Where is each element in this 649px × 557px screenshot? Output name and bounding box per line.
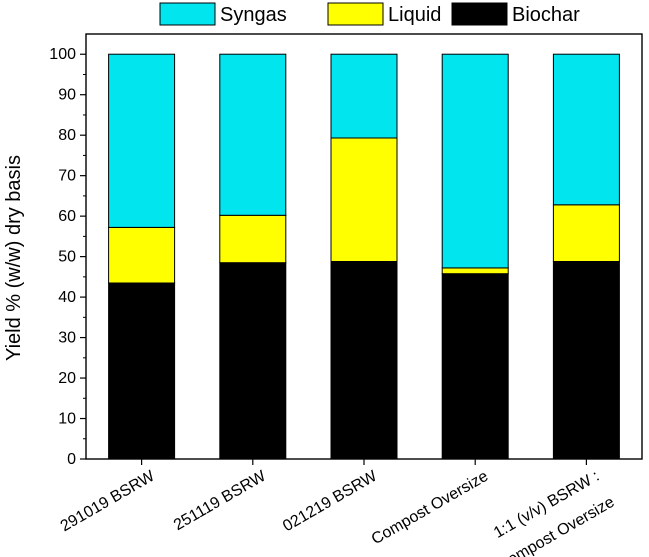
y-tick-label: 90 (58, 87, 76, 104)
x-tick-label: Compost Oversize (369, 468, 492, 549)
x-tick-label: 1:1 (v/v) BSRW :Compost Oversize (480, 468, 618, 557)
plot-area: 291019 BSRW 251119 BSRW 021219 BSRWCompost… (49, 33, 643, 557)
y-tick-label: 60 (58, 208, 76, 225)
y-tick-label: 80 (58, 127, 76, 144)
y-tick-label: 50 (58, 249, 76, 266)
bar-liquid-4 (441, 267, 509, 275)
y-tick-label: 70 (58, 168, 76, 185)
bar-biochar-4 (441, 273, 509, 460)
bar-liquid-5 (552, 204, 620, 263)
y-tick-label: 30 (58, 330, 76, 347)
bar-liquid-1 (108, 227, 176, 284)
legend-label-biochar: Biochar (512, 4, 580, 26)
bar-biochar-2 (219, 262, 287, 460)
y-tick-label: 40 (58, 289, 76, 306)
bar-liquid-3 (330, 137, 398, 262)
bar-liquid-2 (219, 214, 287, 264)
legend-swatch-syngas (159, 2, 216, 26)
bar-syngas-4 (441, 53, 509, 269)
x-tick-label: 291019 BSRW (58, 467, 159, 535)
legend-label-syngas: Syngas (220, 4, 287, 26)
bar-syngas-3 (330, 53, 398, 139)
bar-biochar-3 (330, 261, 398, 460)
x-tick-label: 251119 BSRW (171, 467, 270, 534)
y-tick-label: 0 (67, 451, 76, 468)
bar-biochar-1 (108, 282, 176, 460)
legend-label-liquid: Liquid (388, 4, 441, 26)
bar-syngas-2 (219, 53, 287, 216)
y-tick-label: 20 (58, 370, 76, 387)
legend-swatch-liquid (327, 2, 384, 26)
x-tick-label: 021219 BSRW (280, 467, 381, 535)
bar-syngas-1 (108, 53, 176, 228)
plot-frame (85, 33, 643, 460)
legend-swatch-biochar (451, 2, 508, 26)
y-tick-label: 100 (49, 46, 76, 63)
bar-syngas-5 (552, 53, 620, 206)
chart-legend: Syngas Liquid Biochar (159, 2, 580, 26)
bar-biochar-5 (552, 261, 620, 460)
y-axis-label: Yield % (w/w) dry basis (3, 155, 25, 361)
y-tick-label: 10 (58, 411, 76, 428)
